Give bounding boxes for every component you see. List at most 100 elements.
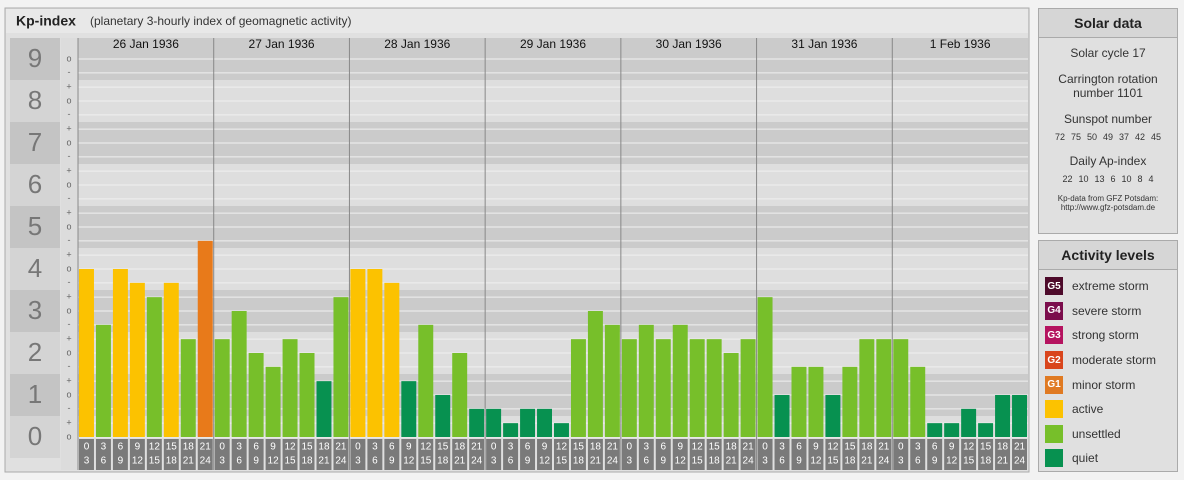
hour-box xyxy=(808,439,824,470)
band xyxy=(10,332,60,374)
chart: Kp-index (planetary 3-hourly index of ge… xyxy=(4,7,1030,473)
legend-label: strong storm xyxy=(1072,328,1139,343)
sunspot-label: Sunspot number xyxy=(1063,112,1153,126)
hour-box xyxy=(520,439,536,470)
bar xyxy=(1012,395,1027,437)
hour-start: 18 xyxy=(861,442,873,453)
hour-box xyxy=(367,439,383,470)
bar xyxy=(893,339,909,437)
bar xyxy=(808,366,824,437)
minor-tick-label: - xyxy=(68,277,71,287)
hour-start: 3 xyxy=(372,442,378,453)
hour-box xyxy=(1012,439,1027,470)
minor-tick-label: - xyxy=(68,235,71,245)
number: 10 xyxy=(1121,174,1132,184)
bar xyxy=(825,395,841,437)
number: 45 xyxy=(1151,132,1162,142)
legend-badge: G3 xyxy=(1047,329,1061,341)
hour-start: 0 xyxy=(762,442,768,453)
hour-end: 6 xyxy=(236,456,242,467)
bar xyxy=(401,381,417,437)
number: 22 xyxy=(1062,174,1073,184)
hour-box xyxy=(112,439,128,470)
legend-badge: G5 xyxy=(1047,280,1061,292)
legend-label: severe storm xyxy=(1072,303,1142,318)
minor-tick-label: o xyxy=(66,389,71,399)
bar xyxy=(384,282,400,437)
y-tick-label: 3 xyxy=(28,295,42,325)
bar xyxy=(655,339,671,437)
number: 4 xyxy=(1148,174,1154,184)
hour-box xyxy=(570,439,586,470)
bar xyxy=(774,395,790,437)
number: 72 xyxy=(1054,132,1065,142)
hour-box xyxy=(893,439,909,470)
hour-box xyxy=(706,439,722,470)
y-tick-label: 6 xyxy=(28,169,42,199)
hour-end: 3 xyxy=(898,456,904,467)
bar xyxy=(757,297,773,437)
bar xyxy=(265,366,281,437)
band xyxy=(10,248,60,290)
bar xyxy=(435,395,451,437)
hour-start: 0 xyxy=(355,442,361,453)
hour-end: 12 xyxy=(403,456,415,467)
bar xyxy=(367,269,383,437)
hour-end: 15 xyxy=(556,456,568,467)
bar xyxy=(927,423,943,437)
hour-box xyxy=(757,439,773,470)
hour-box xyxy=(672,439,688,470)
bar xyxy=(503,423,519,437)
hour-box xyxy=(146,439,162,470)
day-label: 31 Jan 1936 xyxy=(791,37,857,51)
hour-start: 6 xyxy=(389,442,395,453)
minor-tick-label: + xyxy=(66,250,71,260)
hour-end: 6 xyxy=(644,456,650,467)
minor-tick-label: o xyxy=(66,221,71,231)
hour-end: 9 xyxy=(118,456,124,467)
bar xyxy=(791,366,807,437)
bar xyxy=(520,408,536,437)
hour-start: 3 xyxy=(508,442,514,453)
hour-start: 6 xyxy=(525,442,531,453)
y-tick-label: 7 xyxy=(28,127,42,157)
hour-box xyxy=(197,439,213,470)
hour-box xyxy=(95,439,111,470)
hour-start: 21 xyxy=(743,442,755,453)
hour-box xyxy=(265,439,281,470)
minor-tick-label: o xyxy=(66,137,71,147)
bar xyxy=(95,324,111,437)
bar xyxy=(706,339,722,437)
bar xyxy=(587,311,603,437)
hour-start: 3 xyxy=(779,442,785,453)
band xyxy=(10,416,60,458)
y-tick-label: 2 xyxy=(28,337,42,367)
hour-end: 15 xyxy=(963,456,975,467)
hour-end: 21 xyxy=(318,456,330,467)
day-label: 27 Jan 1936 xyxy=(249,37,315,51)
minor-tick-label: - xyxy=(68,361,71,371)
hour-box xyxy=(587,439,603,470)
hour-box xyxy=(333,439,349,470)
chart-title: Kp-index xyxy=(16,13,76,29)
hour-end: 3 xyxy=(355,456,361,467)
bar xyxy=(163,282,179,437)
band xyxy=(10,122,60,164)
hour-box xyxy=(231,439,247,470)
minor-tick-label: + xyxy=(66,208,71,218)
number: 6 xyxy=(1110,174,1116,184)
minor-tick-label: o xyxy=(66,347,71,357)
bar xyxy=(197,240,213,437)
bar xyxy=(486,408,502,437)
bar xyxy=(350,269,366,437)
minor-tick-label: o xyxy=(66,53,71,63)
hour-end: 12 xyxy=(539,456,551,467)
hour-box xyxy=(689,439,705,470)
legend-swatch xyxy=(1045,400,1063,419)
hour-start: 3 xyxy=(644,442,650,453)
legend-badge: G4 xyxy=(1047,305,1061,317)
hour-start: 21 xyxy=(878,442,890,453)
bar xyxy=(995,395,1011,437)
minor-tick-label: o xyxy=(66,431,71,441)
